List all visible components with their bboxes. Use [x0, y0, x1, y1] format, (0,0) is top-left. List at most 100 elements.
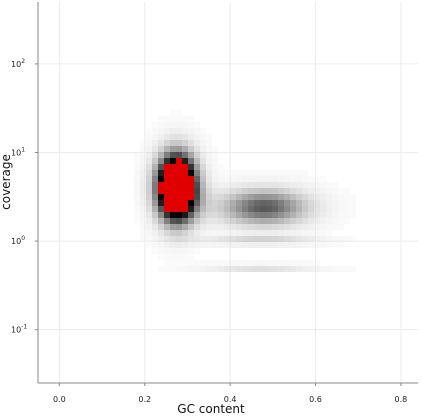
density-cell: [296, 212, 302, 218]
density-cell: [194, 128, 200, 134]
density-cell: [194, 170, 200, 176]
density-cell: [134, 158, 140, 164]
density-cell: [242, 206, 248, 212]
density-cell: [158, 122, 164, 128]
density-cell: [200, 176, 206, 182]
density-cell: [212, 194, 218, 200]
y-tick-label: 102: [11, 58, 25, 69]
density-cell: [212, 260, 218, 266]
density-cell: [188, 146, 194, 152]
density-cell: [320, 230, 326, 236]
density-cell: [212, 176, 218, 182]
density-cell: [200, 242, 206, 248]
density-cell: [158, 158, 164, 164]
y-axis-label: coverage: [0, 154, 13, 210]
density-cell: [326, 242, 332, 248]
density-cell: [290, 188, 296, 194]
density-cell: [188, 116, 194, 122]
y-tick-base: 10: [11, 60, 21, 69]
density-cell: [302, 242, 308, 248]
density-cell: [314, 224, 320, 230]
density-cell: [182, 230, 188, 236]
density-cell: [308, 230, 314, 236]
density-cell: [158, 188, 164, 194]
density-cell: [200, 224, 206, 230]
density-cell: [224, 188, 230, 194]
density-cell: [140, 212, 146, 218]
density-cell: [230, 212, 236, 218]
density-cell: [302, 188, 308, 194]
density-cell: [272, 170, 278, 176]
density-cell: [218, 224, 224, 230]
density-cell: [248, 176, 254, 182]
density-cell: [176, 266, 182, 272]
density-cell: [326, 212, 332, 218]
density-cell: [308, 182, 314, 188]
density-cell: [140, 170, 146, 176]
density-cell: [134, 176, 140, 182]
density-cell: [140, 236, 146, 242]
density-cell: [164, 182, 170, 188]
density-cell: [206, 164, 212, 170]
density-cell: [254, 218, 260, 224]
density-cell: [260, 224, 266, 230]
density-cell: [284, 170, 290, 176]
density-cell: [326, 200, 332, 206]
density-cell: [314, 230, 320, 236]
density-cell: [200, 206, 206, 212]
density-cell: [272, 230, 278, 236]
density-cell: [254, 170, 260, 176]
density-cell: [182, 260, 188, 266]
density-cell: [254, 206, 260, 212]
density-cell: [140, 224, 146, 230]
density-cell: [176, 200, 182, 206]
density-cell: [272, 182, 278, 188]
density-cell: [224, 266, 230, 272]
density-cell: [152, 140, 158, 146]
density-cell: [176, 182, 182, 188]
density-cell: [176, 152, 182, 158]
density-cell: [272, 236, 278, 242]
density-cell: [332, 194, 338, 200]
density-cell: [212, 164, 218, 170]
y-tick-label: 100: [11, 235, 25, 246]
density-cell: [206, 200, 212, 206]
density-cell: [182, 134, 188, 140]
density-cell: [344, 206, 350, 212]
density-cell: [182, 116, 188, 122]
density-cell: [260, 182, 266, 188]
density-cell: [140, 230, 146, 236]
density-cell: [200, 212, 206, 218]
density-cell: [170, 134, 176, 140]
density-cell: [158, 182, 164, 188]
density-cell: [164, 218, 170, 224]
density-cell: [236, 236, 242, 242]
density-cell: [290, 266, 296, 272]
y-tick-label: 101: [11, 147, 25, 158]
density-heatmap: [134, 110, 356, 272]
density-cell: [200, 158, 206, 164]
density-cell: [284, 212, 290, 218]
density-cell: [206, 182, 212, 188]
density-cell: [176, 110, 182, 116]
density-cell: [332, 188, 338, 194]
density-cell: [308, 200, 314, 206]
density-cell: [314, 242, 320, 248]
density-cell: [194, 206, 200, 212]
x-tick-labels: 0.0 0.2 0.4 0.6 0.8: [53, 383, 407, 404]
density-cell: [194, 242, 200, 248]
density-cell: [164, 146, 170, 152]
density-cell: [296, 242, 302, 248]
density-cell: [272, 224, 278, 230]
density-cell: [206, 224, 212, 230]
density-cell: [242, 194, 248, 200]
density-cell: [254, 176, 260, 182]
density-cell: [152, 188, 158, 194]
density-cell: [158, 170, 164, 176]
density-cell: [170, 236, 176, 242]
density-cell: [248, 242, 254, 248]
density-cell: [236, 260, 242, 266]
density-cell: [164, 122, 170, 128]
density-cell: [344, 212, 350, 218]
density-cell: [194, 224, 200, 230]
